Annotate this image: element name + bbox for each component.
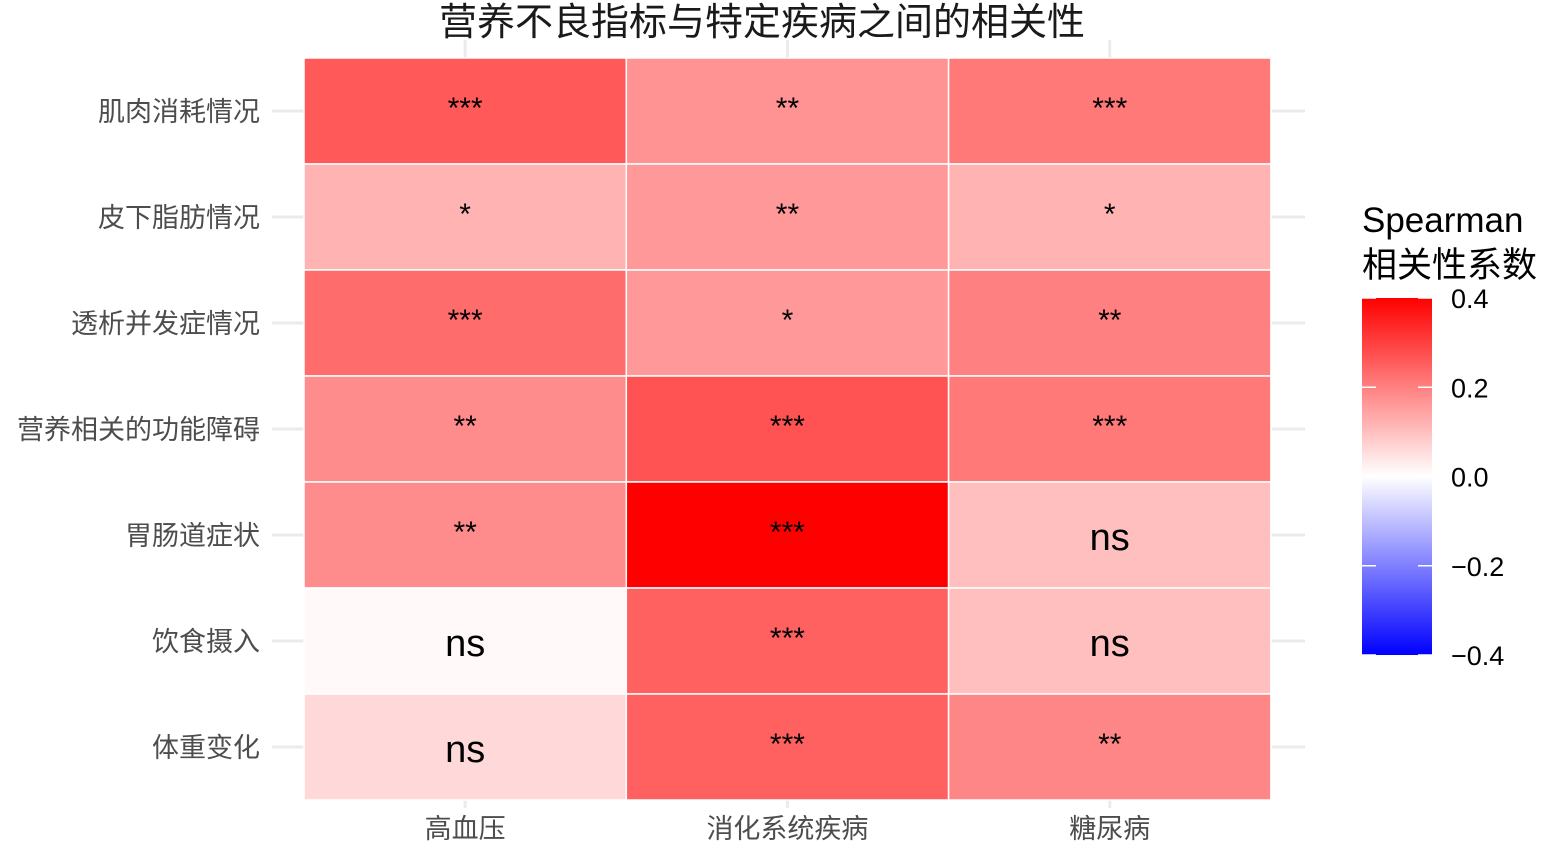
heatmap-cell [947,375,1272,483]
heatmap-cell [625,163,950,271]
heatmap-cells [303,57,1272,801]
x-axis: 高血压 消化系统疾病 糖尿病 [425,814,1151,845]
y-tick-label: 肌肉消耗情况 [98,97,260,128]
significance-label: * [459,198,471,231]
heatmap-cell [625,269,950,377]
heatmap-cell [625,57,950,165]
significance-label: *** [770,516,805,549]
legend-tick-label: 0.4 [1451,284,1489,314]
heatmap-cell [303,163,628,271]
chart-title: 营养不良指标与特定疾病之间的相关性 [439,0,1085,44]
heatmap-cell [625,481,950,589]
y-tick-label: 胃肠道症状 [125,521,260,552]
heatmap-cell [947,269,1272,377]
heatmap-cell [303,481,628,589]
significance-label: ** [453,516,477,549]
heatmap-cell [947,587,1272,695]
legend-tick-label: 0.0 [1451,463,1489,493]
y-tick-label: 饮食摄入 [152,627,260,658]
significance-label: ns [1090,623,1130,665]
significance-label: * [782,304,794,337]
heatmap-cell [303,587,628,695]
significance-label: ns [445,623,485,665]
legend-tick-label: −0.2 [1451,552,1504,582]
color-legend: Spearman 相关性系数 0.4 0.2 0.0 −0.2 −0.4 [1362,201,1537,671]
heatmap-cell [947,163,1272,271]
significance-label: ** [453,410,477,443]
legend-tick-label: 0.2 [1451,373,1489,403]
significance-label: ** [1098,304,1122,337]
y-tick-label: 体重变化 [152,733,260,764]
heatmap-cell [947,693,1272,801]
heatmap-cell [947,481,1272,589]
y-axis: 肌肉消耗情况皮下脂肪情况透析并发症情况营养相关的功能障碍胃肠道症状饮食摄入体重变… [17,97,260,764]
legend-tick-label: −0.4 [1451,641,1504,671]
legend-title-line1: Spearman [1362,201,1523,240]
significance-label: ** [1098,728,1122,761]
significance-label: *** [770,410,805,443]
y-tick-label: 皮下脂肪情况 [98,203,260,234]
y-tick-label: 营养相关的功能障碍 [17,415,260,446]
legend-title-line2: 相关性系数 [1362,246,1537,285]
significance-label: ** [776,198,800,231]
significance-label: *** [1092,92,1127,125]
x-tick-label: 高血压 [425,814,506,845]
significance-label: * [1104,198,1116,231]
heatmap-cell [303,375,628,483]
significance-label: *** [448,304,483,337]
y-tick-label: 透析并发症情况 [71,309,260,340]
significance-label: ns [445,729,485,771]
significance-label: *** [1092,410,1127,443]
heatmap-cell [303,269,628,377]
heatmap-cell [625,693,950,801]
x-tick-label: 消化系统疾病 [706,814,868,845]
significance-label: *** [770,622,805,655]
significance-label: ns [1090,517,1130,559]
significance-label: *** [770,728,805,761]
heatmap-cell [625,375,950,483]
heatmap-cell [303,693,628,801]
significance-label: *** [448,92,483,125]
x-tick-label: 糖尿病 [1069,814,1150,845]
significance-label: ** [776,92,800,125]
